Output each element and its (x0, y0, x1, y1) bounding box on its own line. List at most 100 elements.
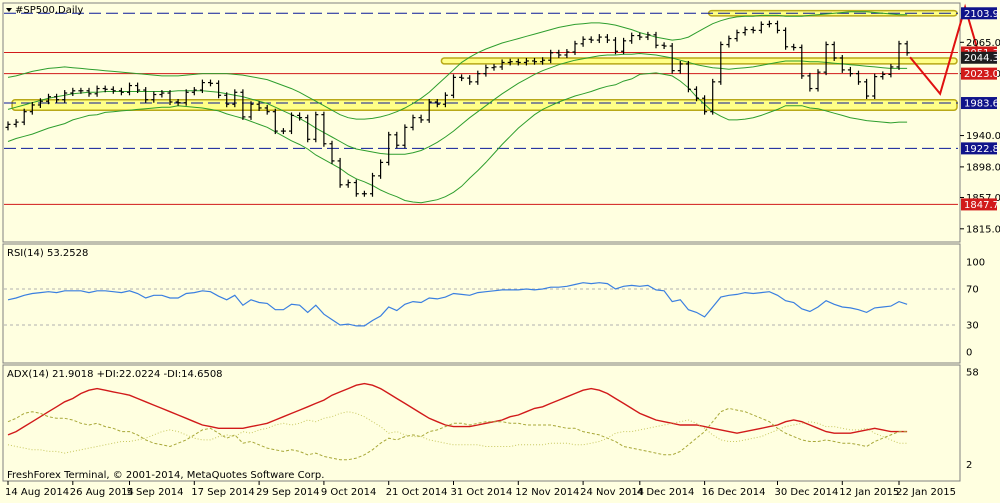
rsi-tick-label-3: 0 (966, 348, 972, 359)
price-bar-27 Aug (78, 87, 84, 94)
price-bar-31 Oct 2014 (451, 74, 456, 99)
price-bar-4 Sep (118, 87, 124, 96)
support-zone-2 (11, 98, 958, 111)
price-bar-5 Dec (645, 31, 651, 41)
price-bar-6 Jan (807, 72, 813, 92)
price-bar-23 Oct (402, 124, 408, 149)
rsi-title: RSI(14) 53.2528 (7, 248, 88, 259)
price-bar-12 Nov 2014 (515, 58, 521, 66)
time-tick-label-1: 26 Aug 2014 (70, 487, 134, 498)
price-bar-21 Oct 2014 (386, 131, 392, 166)
price-bar-6 Oct (297, 112, 303, 121)
price-bar-10 Sep (151, 91, 157, 103)
price-bar-16 Sep (183, 89, 189, 106)
price-bar-31 Dec (783, 27, 789, 50)
rsi-pane: RSI(14) 53.2528 100 70 30 0 (4, 248, 985, 359)
price-bar-5 Jan (799, 44, 805, 79)
level-tag-label-3: 2023.0 (964, 69, 999, 80)
adx-axis: 58 2 (966, 368, 979, 472)
time-tick-label-7: 31 Oct 2014 (451, 487, 513, 498)
price-bar-18 Sep (199, 79, 205, 94)
price-bar-13 Oct (337, 157, 343, 188)
price-bar-10 Oct (329, 140, 335, 164)
price-bar-7 Nov (491, 63, 497, 71)
level-tag-bg-3 (961, 67, 997, 80)
price-bar-13 Jan (847, 66, 853, 77)
price-bar-24 Dec (750, 26, 756, 34)
price-bar-29 Dec (766, 20, 772, 28)
price-bar-11 Nov (507, 58, 513, 66)
price-bar-20 Jan (880, 71, 886, 80)
price-bar-28 Nov (604, 34, 610, 44)
level-tag-label-0: 2103.9 (964, 9, 999, 20)
time-tick-label-3: 17 Sep 2014 (191, 487, 254, 498)
price-bar-24 Sep (232, 89, 238, 108)
price-bar-26 Dec (758, 21, 764, 34)
price-bar-9 Oct 2014 (321, 111, 327, 147)
price-bar-22 Oct (394, 131, 400, 149)
price-bar-12 Dec (685, 60, 691, 93)
price-bar-25 Aug (62, 90, 68, 103)
level-tag-bg-5 (961, 142, 997, 155)
price-bar-2 Dec (621, 37, 627, 55)
price-bar-24 Oct (410, 114, 416, 131)
adx-tick-label-0: 58 (966, 368, 979, 379)
level-price-tags: 2103.92051.32044.32023.01983.61922.81847… (961, 7, 999, 211)
price-bar-25 Sep (240, 89, 246, 120)
price-bar-23 Jan (904, 40, 910, 56)
rsi-line (7, 282, 908, 327)
price-bar-11 Sep (159, 90, 165, 98)
price-bar-12 Jan 2015 (839, 54, 845, 73)
price-bar-1 Dec (613, 37, 618, 55)
price-bar-26 Sep (248, 101, 254, 120)
price-bar-8 Oct (313, 111, 319, 143)
adx-pane: ADX(14) 21.9018 +DI:22.0224 -DI:14.6508 … (7, 368, 979, 482)
level-tag-label-2: 2044.3 (964, 53, 999, 64)
price-bar-2 Oct (280, 128, 286, 135)
price-bar-9 Sep (143, 87, 149, 103)
price-bar-3 Sep (110, 86, 116, 94)
time-tick-label-4: 29 Sep 2014 (256, 487, 319, 498)
price-bar-15 Sep (175, 99, 181, 106)
price-bar-17 Sep 2014 (191, 87, 197, 96)
price-bar-20 Nov (564, 49, 570, 58)
forecast-path (909, 3, 983, 96)
price-bar-21 Jan (888, 63, 894, 78)
rsi-axis: 100 70 30 0 (966, 258, 985, 359)
price-bar-21 Aug (46, 93, 51, 105)
price-bar-14 Oct (345, 179, 351, 188)
main-pane-border (2, 2, 961, 243)
price-bar-13 Nov (523, 57, 529, 66)
price-bar-30 Sep (264, 104, 270, 115)
price-bar-22 Sep (216, 80, 222, 99)
price-bar-27 Oct (418, 114, 424, 123)
price-bar-8 Jan (823, 41, 829, 76)
price-bar-19 Aug (29, 101, 35, 115)
price-bar-8 Dec (653, 31, 659, 49)
price-bar-5 Nov (475, 70, 481, 85)
price-bar-23 Dec (742, 26, 748, 36)
rsi-pane-border (2, 243, 961, 364)
symbol-header: #SP500,Daily (6, 5, 83, 16)
time-tick-label-13: 12 Jan 2015 (839, 487, 899, 498)
level-tag-bg-0 (961, 7, 997, 20)
price-bar-15 Oct (353, 179, 359, 197)
price-bar-14 Aug 2014 (5, 121, 11, 131)
horizontal-levels (4, 12, 958, 205)
price-bar-20 Aug (37, 98, 43, 108)
dropdown-triangle-icon[interactable] (6, 8, 12, 12)
price-bar-16 Dec 2014 (702, 95, 708, 115)
adx-lines (7, 382, 908, 461)
price-bar-2 Jan (791, 43, 797, 51)
price-bar-11 Dec (677, 60, 683, 74)
adx-tick-label-1: 2 (966, 460, 972, 471)
price-bar-17 Nov (540, 57, 546, 65)
price-bar-15 Dec (694, 86, 699, 102)
price-bar-9 Dec (661, 42, 667, 50)
time-tick-label-14: 22 Jan 2015 (896, 487, 956, 498)
price-bar-26 Aug 2014 (70, 87, 76, 97)
price-bar-22 Aug (54, 93, 60, 103)
level-tag-label-5: 1922.8 (964, 144, 999, 155)
